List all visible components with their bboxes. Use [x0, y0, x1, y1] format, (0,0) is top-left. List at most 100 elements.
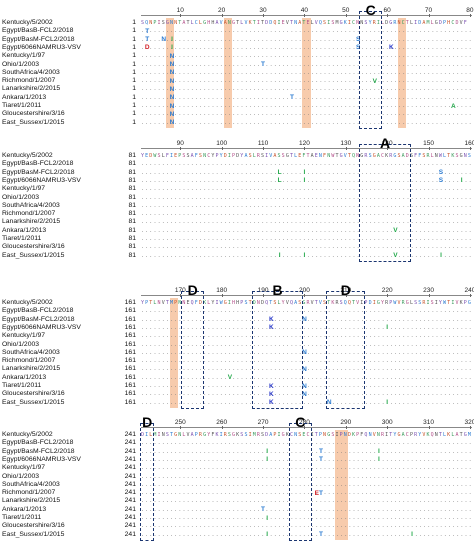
- reference-residue: F: [211, 432, 215, 438]
- reference-residue: E: [306, 20, 310, 26]
- identity-dots: ........................................…: [141, 111, 473, 118]
- strain-label: Egypt/6066NAMRU3-VSV: [2, 455, 81, 463]
- reference-residue: N: [360, 20, 364, 26]
- reference-residue: S: [186, 153, 190, 159]
- reference-residue: L: [161, 153, 165, 159]
- identity-dots: ........................................…: [141, 161, 473, 168]
- tick-mark: [221, 294, 223, 297]
- conserved-site-highlight: [302, 18, 311, 128]
- strain-label: SouthAfrica/4/2003: [2, 348, 60, 356]
- tick-label: 300: [381, 419, 393, 426]
- reference-residue: W: [219, 300, 223, 306]
- reference-residue: F: [360, 432, 364, 438]
- tick-mark: [345, 147, 347, 150]
- reference-residue: R: [198, 432, 203, 438]
- reference-residue: I: [215, 300, 219, 306]
- reference-residue: V: [318, 300, 323, 306]
- reference-residue: A: [376, 153, 380, 159]
- reference-residue: D: [438, 20, 443, 26]
- identity-dots: ........................................…: [141, 94, 473, 101]
- identity-dots: ........................................…: [141, 506, 473, 513]
- reference-residue: D: [265, 20, 269, 26]
- reference-residue: P: [389, 300, 393, 306]
- reference-residue: I: [385, 432, 389, 438]
- reference-residue: T: [389, 432, 393, 438]
- row-start-number: 241: [124, 522, 136, 530]
- identity-dots: ........................................…: [141, 78, 473, 85]
- reference-residue: V: [422, 432, 426, 438]
- row-start-number: 81: [128, 235, 136, 242]
- reference-residue: C: [194, 20, 198, 26]
- strain-label: Ankara/1/2013: [2, 226, 47, 234]
- reference-residue: D: [455, 20, 459, 26]
- reference-residue: E: [281, 20, 285, 26]
- reference-residue: H: [232, 300, 236, 306]
- strain-label: Ohio/1/2003: [2, 340, 40, 348]
- variant-residue: N: [302, 382, 307, 390]
- reference-residue: P: [463, 300, 467, 306]
- row-start-number: 1: [132, 19, 136, 26]
- reference-residue: N: [256, 300, 261, 306]
- reference-residue: N: [203, 153, 207, 159]
- reference-residue: A: [269, 432, 273, 438]
- variant-residue: N: [302, 349, 307, 357]
- reference-residue: I: [327, 20, 331, 26]
- conserved-site-highlight: [165, 18, 175, 128]
- reference-residue: Q: [364, 432, 368, 438]
- reference-residue: D: [141, 432, 145, 438]
- reference-residue: N: [343, 432, 347, 438]
- row-start-number: 81: [128, 152, 136, 159]
- reference-residue: N: [318, 153, 323, 159]
- reference-residue: S: [248, 153, 252, 159]
- reference-residue: F: [414, 153, 418, 159]
- tick-mark: [428, 147, 430, 150]
- reference-residue: I: [157, 20, 161, 26]
- antigenic-region-label: C: [365, 2, 376, 18]
- identity-dots: ........................................…: [141, 186, 473, 193]
- variant-residue: I: [266, 456, 269, 464]
- strain-label: Tiaret/1/2011: [2, 102, 42, 109]
- tick-label: 100: [216, 140, 228, 147]
- reference-residue: A: [310, 153, 314, 159]
- conserved-site-highlight: [223, 18, 233, 128]
- row-start-number: 161: [124, 315, 136, 323]
- reference-residue: L: [310, 20, 314, 26]
- tick-label: 220: [381, 287, 393, 294]
- strain-label: Richmond/1/2007: [2, 77, 56, 85]
- tick-label: 180: [216, 287, 228, 294]
- tick-label: 260: [216, 419, 228, 426]
- antigenic-region-label: C: [295, 414, 306, 430]
- reference-residue: M: [426, 20, 430, 26]
- tick-mark: [345, 294, 347, 297]
- reference-residue: M: [467, 432, 472, 438]
- reference-residue: T: [327, 300, 331, 306]
- tick-mark: [428, 14, 430, 17]
- strain-label: Gloucestershire/3/16: [2, 110, 65, 118]
- reference-residue: K: [447, 432, 451, 438]
- reference-residue: Y: [211, 153, 215, 159]
- row-start-number: 1: [132, 118, 136, 126]
- variant-residue: T: [318, 448, 323, 456]
- identity-dots: ........................................…: [141, 28, 473, 35]
- tick-mark: [345, 14, 347, 17]
- reference-residue: L: [190, 20, 194, 26]
- reference-residue: Q: [347, 300, 352, 306]
- reference-residue: Y: [141, 300, 145, 306]
- row-start-number: 81: [128, 218, 136, 226]
- strain-label: Egypt/6066NAMRU3-VSV: [2, 323, 81, 331]
- reference-residue: N: [149, 20, 153, 26]
- row-start-number: 161: [124, 365, 136, 373]
- row-start-number: 161: [124, 340, 136, 348]
- identity-dots: ........................................…: [141, 349, 473, 356]
- reference-residue: I: [376, 20, 380, 26]
- antigenic-region-label: D: [187, 282, 198, 298]
- variant-residue: T: [290, 94, 295, 102]
- identity-dots: ........................................…: [141, 341, 473, 348]
- reference-residue: N: [157, 300, 161, 306]
- tick-label: 310: [423, 419, 434, 426]
- identity-dots: ........................................…: [141, 103, 473, 109]
- reference-residue: V: [285, 20, 289, 26]
- tick-mark: [263, 426, 265, 429]
- tick-label: 70: [424, 7, 433, 14]
- reference-residue: T: [269, 300, 273, 306]
